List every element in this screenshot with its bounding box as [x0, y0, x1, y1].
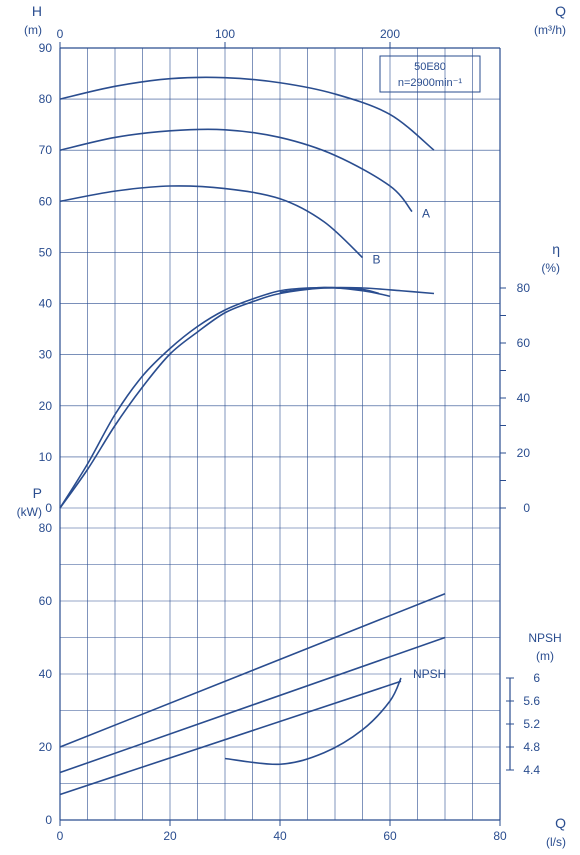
- svg-text:50: 50: [39, 245, 53, 259]
- svg-text:NPSH: NPSH: [413, 667, 446, 681]
- svg-text:5.2: 5.2: [523, 717, 540, 731]
- svg-text:A: A: [422, 207, 430, 221]
- svg-text:20: 20: [163, 829, 177, 843]
- svg-text:60: 60: [39, 594, 53, 608]
- svg-text:40: 40: [39, 667, 53, 681]
- svg-text:20: 20: [39, 399, 53, 413]
- svg-text:(kW): (kW): [17, 505, 42, 519]
- svg-text:90: 90: [39, 41, 53, 55]
- svg-text:40: 40: [273, 829, 287, 843]
- svg-text:60: 60: [39, 194, 53, 208]
- svg-text:60: 60: [383, 829, 397, 843]
- svg-text:200: 200: [380, 27, 400, 41]
- svg-text:80: 80: [517, 281, 531, 295]
- svg-text:B: B: [373, 253, 381, 267]
- svg-text:P: P: [33, 485, 42, 501]
- svg-text:10: 10: [39, 450, 53, 464]
- svg-text:6: 6: [533, 671, 540, 685]
- svg-text:η: η: [552, 241, 560, 257]
- svg-text:(l/s): (l/s): [546, 835, 566, 849]
- svg-text:(m): (m): [24, 23, 42, 37]
- svg-text:20: 20: [39, 740, 53, 754]
- svg-text:40: 40: [517, 391, 531, 405]
- svg-text:40: 40: [39, 297, 53, 311]
- svg-text:(m³/h): (m³/h): [534, 23, 566, 37]
- svg-text:n=2900min⁻¹: n=2900min⁻¹: [398, 77, 463, 89]
- svg-text:H: H: [32, 3, 42, 19]
- svg-text:30: 30: [39, 348, 53, 362]
- svg-text:100: 100: [215, 27, 235, 41]
- svg-text:0: 0: [45, 501, 52, 515]
- svg-text:80: 80: [39, 521, 53, 535]
- svg-text:0: 0: [57, 829, 64, 843]
- svg-text:0: 0: [523, 501, 530, 515]
- pump-curve-chart: 0 10 20 30 40 50 60 70 80 90 0 20 40 60 80 0 20 40 60 80 6 5.…: [0, 0, 580, 855]
- svg-text:80: 80: [493, 829, 507, 843]
- svg-text:Q: Q: [555, 815, 566, 831]
- svg-text:(m): (m): [536, 649, 554, 663]
- svg-text:(%): (%): [541, 261, 560, 275]
- svg-text:50E80: 50E80: [414, 61, 446, 73]
- svg-text:4.4: 4.4: [523, 763, 540, 777]
- svg-text:NPSH: NPSH: [528, 631, 561, 645]
- svg-text:0: 0: [57, 27, 64, 41]
- svg-text:20: 20: [517, 446, 531, 460]
- svg-text:60: 60: [517, 336, 531, 350]
- svg-text:5.6: 5.6: [523, 694, 540, 708]
- svg-text:0: 0: [45, 813, 52, 827]
- svg-text:4.8: 4.8: [523, 740, 540, 754]
- svg-text:Q: Q: [555, 3, 566, 19]
- svg-text:80: 80: [39, 92, 53, 106]
- svg-text:70: 70: [39, 143, 53, 157]
